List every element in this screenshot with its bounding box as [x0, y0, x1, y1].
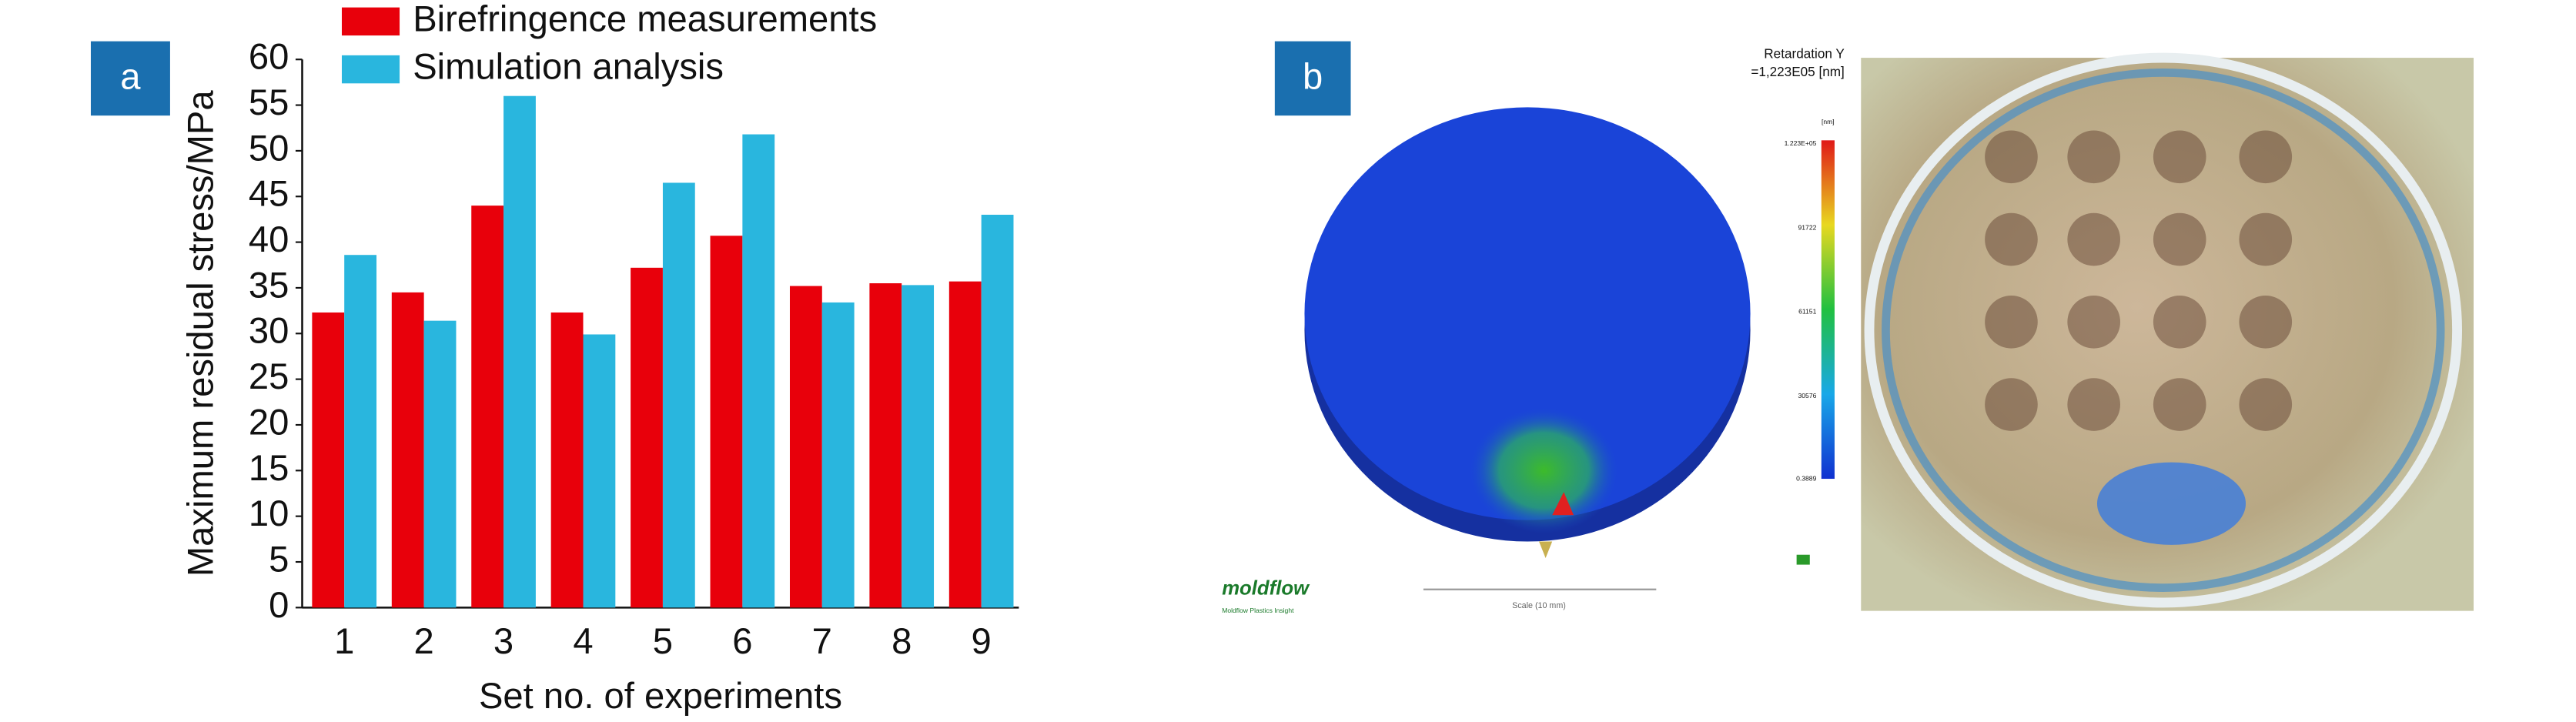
bar — [662, 182, 695, 608]
y-tick-label: 40 — [249, 219, 289, 259]
bar — [902, 285, 935, 608]
legend-swatch — [341, 7, 400, 36]
panel-label: b — [1303, 55, 1323, 96]
x-tick-label: 4 — [573, 620, 593, 661]
bar — [869, 283, 902, 608]
y-tick-label: 50 — [249, 127, 289, 168]
colorbar — [1821, 140, 1835, 480]
logo-sub: Moldflow Plastics Insight — [1222, 607, 1294, 614]
bar — [631, 267, 663, 608]
colorbar-label: 91722 — [1798, 223, 1817, 231]
y-tick-label: 5 — [269, 538, 289, 579]
x-tick-label: 7 — [812, 620, 832, 661]
y-tick-label: 0 — [269, 584, 289, 625]
bar — [789, 286, 822, 608]
bar — [821, 302, 855, 608]
y-tick-label: 35 — [249, 264, 289, 305]
bar — [391, 292, 424, 608]
y-tick-label: 25 — [249, 356, 289, 396]
colorbar-unit: [nm] — [1822, 118, 1835, 125]
panel-label: a — [120, 55, 141, 96]
bar — [583, 334, 616, 608]
y-tick-label: 20 — [249, 401, 289, 442]
bar — [742, 134, 775, 608]
result-max: =1,223E05 [nm] — [1751, 64, 1844, 79]
bar — [423, 320, 457, 608]
simulation-render: Scale (10 mm) moldflow Moldflow Plastics… — [1222, 45, 1845, 614]
panel-label-box — [90, 41, 170, 116]
result-title: Retardation Y — [1764, 45, 1845, 61]
x-tick-label: 6 — [732, 620, 752, 661]
logo: moldflow — [1222, 578, 1310, 600]
bar — [948, 281, 982, 608]
bar — [312, 312, 345, 608]
x-tick-label: 1 — [334, 620, 354, 661]
x-tick-label: 9 — [972, 620, 992, 661]
y-axis-label: Maximum residual stress/MPa — [179, 90, 220, 577]
bar — [344, 255, 377, 608]
colorbar-label: 61151 — [1798, 308, 1816, 316]
x-axis-label: Set no. of experiments — [479, 675, 842, 716]
colorbar-label: 30576 — [1798, 392, 1817, 399]
y-tick-label: 55 — [249, 82, 289, 122]
bar — [471, 206, 504, 608]
y-tick-label: 15 — [249, 447, 289, 488]
x-tick-label: 5 — [653, 620, 673, 661]
colorbar-label: 0.3889 — [1796, 474, 1816, 482]
legend-label: Birefringence measurements — [413, 0, 877, 38]
y-tick-label: 45 — [249, 173, 289, 214]
bar — [710, 236, 743, 608]
photo — [1861, 52, 2474, 611]
y-tick-label: 30 — [249, 310, 289, 351]
scale-bar-label: Scale (10 mm) — [1512, 601, 1566, 610]
y-tick-label: 10 — [249, 493, 289, 533]
panel-label-box — [1274, 41, 1351, 116]
colorbar-label: 1.223E+05 — [1785, 139, 1817, 147]
x-tick-label: 2 — [414, 620, 434, 661]
bar — [550, 312, 584, 608]
bar — [981, 214, 1014, 608]
y-tick-label: 60 — [249, 36, 289, 77]
legend-label: Simulation analysis — [413, 46, 724, 87]
x-tick-label: 8 — [892, 620, 912, 661]
legend-swatch — [341, 55, 400, 84]
bar — [503, 95, 536, 608]
x-tick-label: 3 — [493, 620, 514, 661]
